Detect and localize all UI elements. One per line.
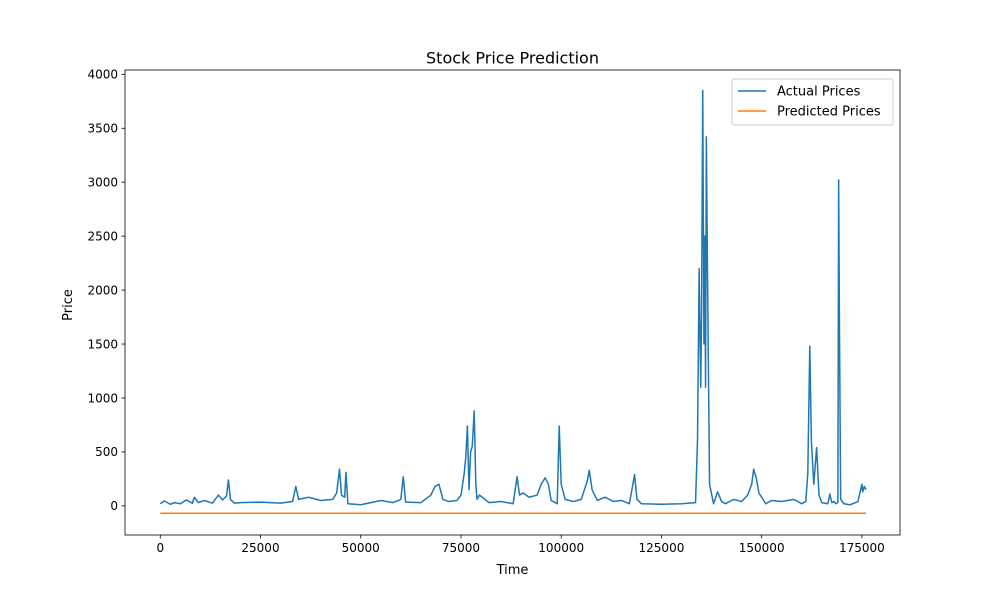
y-tick-label: 1500: [87, 337, 118, 351]
y-tick-label: 2000: [87, 283, 118, 297]
y-tick-label: 1000: [87, 391, 118, 405]
x-axis-title: Time: [496, 563, 529, 578]
legend-box: [731, 78, 894, 126]
chart-title: Stock Price Prediction: [426, 49, 599, 68]
x-tick-label: 25000: [241, 541, 279, 555]
legend-label: Actual Prices: [777, 85, 861, 100]
legend-label: Predicted Prices: [777, 105, 881, 120]
axes: 0 25000 50000 75000 100000 125000 150000 175000…: [87, 68, 901, 555]
x-tick-label: 0: [156, 541, 164, 555]
x-tick-label: 175000: [839, 541, 885, 555]
x-tick-label: 50000: [342, 541, 380, 555]
axes-frame: [124, 69, 901, 536]
plot-area: [159, 89, 867, 514]
y-tick-label: 4000: [87, 68, 118, 82]
y-tick-label: 3500: [87, 122, 118, 136]
series-line-actual-prices: [159, 89, 867, 506]
y-tick-label: 500: [95, 445, 118, 459]
x-tick-label: 75000: [442, 541, 480, 555]
x-tick-label: 125000: [639, 541, 685, 555]
y-axis-title: Price: [61, 289, 76, 321]
y-tick-label: 3000: [87, 176, 118, 190]
legend: Actual Prices Predicted Prices: [731, 78, 894, 126]
x-tick-label: 150000: [739, 541, 785, 555]
y-tick-label: 0: [110, 499, 118, 513]
y-tick-label: 2500: [87, 229, 118, 243]
x-tick-label: 100000: [538, 541, 584, 555]
